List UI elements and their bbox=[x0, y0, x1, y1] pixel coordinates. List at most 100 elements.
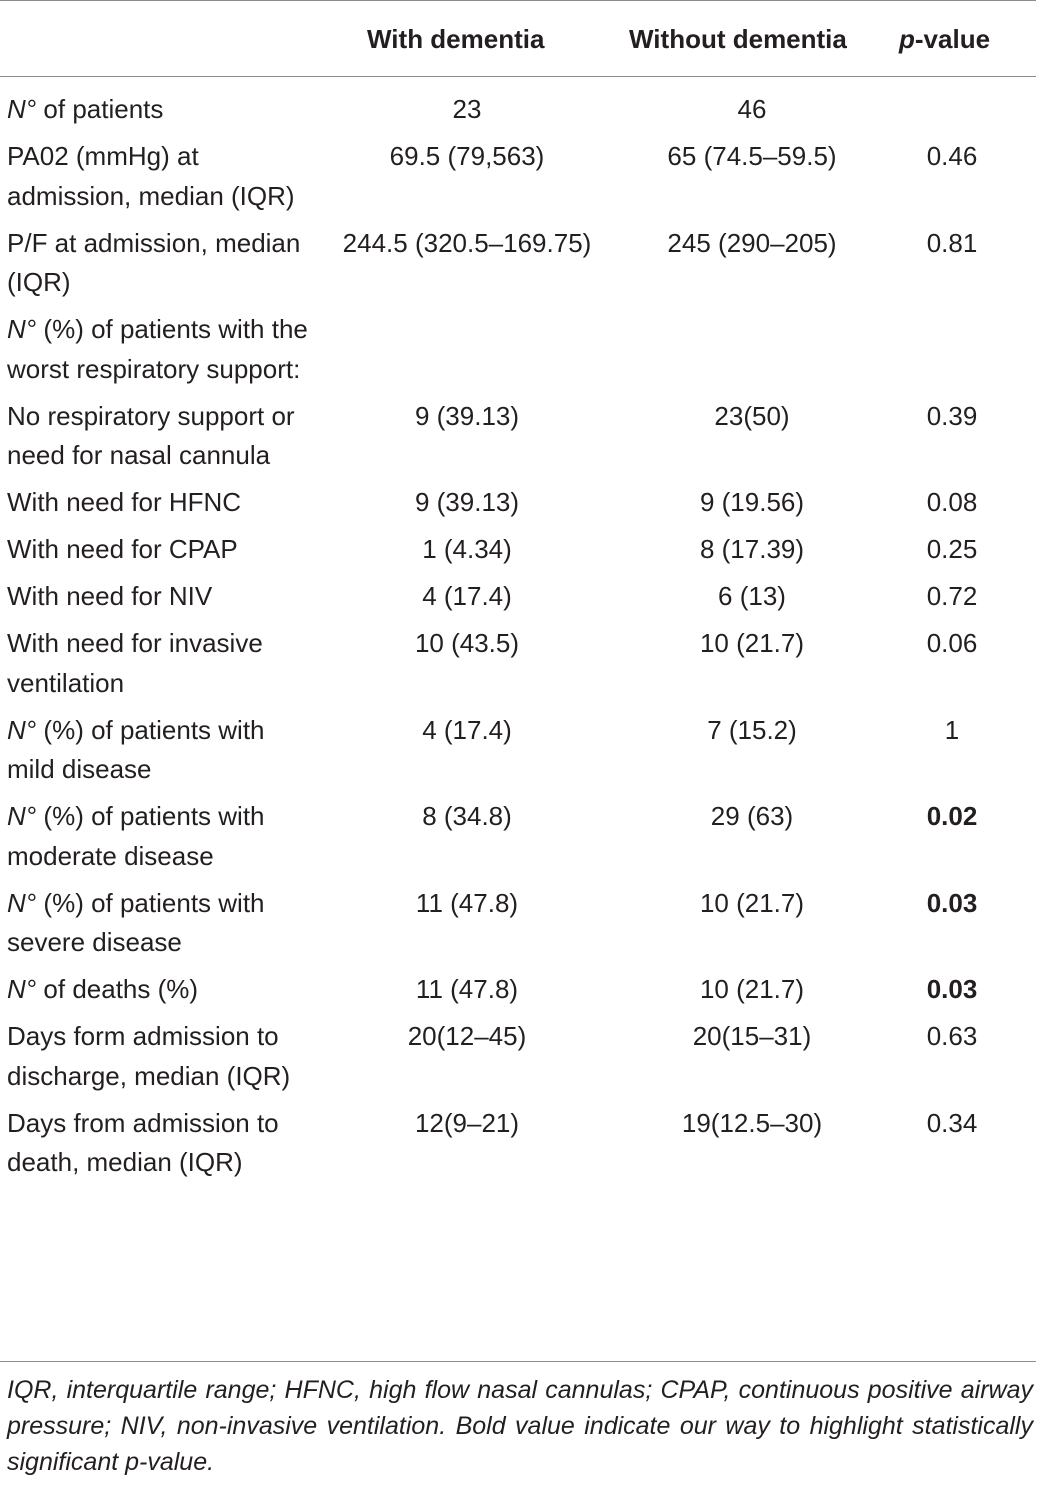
cell-p-value: 0.39 bbox=[926, 400, 978, 431]
row-label: N° (%) of patients with moderate disease bbox=[0, 797, 312, 876]
cell-without-dementia: 23(50) bbox=[714, 400, 790, 431]
row-label-text: With need for HFNC bbox=[7, 487, 242, 517]
row-label: With need for NIV bbox=[0, 577, 312, 617]
row-label-text: No respiratory support or need for nasal… bbox=[7, 400, 295, 471]
row-label-text: Days form admission to discharge, median… bbox=[7, 1021, 291, 1091]
table-row: N° (%) of patients with the worst respir… bbox=[0, 310, 1036, 389]
header-without-dementia: Without dementia bbox=[629, 24, 847, 54]
table-row: N° of deaths (%) 11 (47.8) 10 (21.7) 0.03 bbox=[0, 970, 1036, 1010]
cell-without-dementia: 8 (17.39) bbox=[699, 534, 805, 564]
row-label: N° of deaths (%) bbox=[0, 970, 312, 1010]
cell-p-value: 0.03 bbox=[926, 974, 978, 1004]
table-row: With need for invasive ventilation 10 (43… bbox=[0, 624, 1036, 703]
row-label: With need for HFNC bbox=[0, 483, 312, 523]
row-label-italic: N° bbox=[7, 314, 37, 344]
cell-p-value: 0.63 bbox=[926, 1021, 978, 1051]
cell-without-dementia: 19(12.5–30) bbox=[681, 1107, 823, 1138]
row-label: N° (%) of patients with severe disease bbox=[0, 884, 312, 963]
cell-p-value: 0.34 bbox=[926, 1107, 978, 1138]
row-label-italic: N° bbox=[7, 714, 37, 745]
row-label: N° of patients bbox=[0, 90, 312, 130]
cell-with-dementia: 4 (17.4) bbox=[422, 581, 512, 611]
cell-without-dementia: 65 (74.5–59.5) bbox=[667, 141, 837, 171]
row-label: With need for CPAP bbox=[0, 530, 312, 570]
cell-without-dementia: 46 bbox=[737, 94, 767, 124]
row-label-text: With need for NIV bbox=[7, 581, 213, 611]
row-label-text: (%) of patients with the worst respirato… bbox=[7, 314, 308, 384]
table-bottom-rule bbox=[0, 1361, 1036, 1362]
table-row: Days from admission to death, median (IQ… bbox=[0, 1104, 1036, 1183]
table-row: No respiratory support or need for nasal… bbox=[0, 397, 1036, 476]
cell-p-value: 0.02 bbox=[926, 801, 978, 831]
cell-with-dementia: 8 (34.8) bbox=[422, 801, 512, 831]
cell-with-dementia: 11 (47.8) bbox=[415, 887, 519, 918]
row-label: With need for invasive ventilation bbox=[0, 624, 312, 703]
table-row: PA02 (mmHg) at admission, median (IQR) 69… bbox=[0, 137, 1036, 216]
row-label-text: Days from admission to death, median (IQ… bbox=[7, 1107, 279, 1178]
cell-without-dementia: 6 (13) bbox=[718, 581, 786, 611]
cell-p-value: 0.81 bbox=[926, 227, 978, 258]
table-row: With need for NIV 4 (17.4) 6 (13) 0.72 bbox=[0, 577, 1036, 617]
row-label-italic: N° bbox=[7, 801, 37, 831]
cell-with-dementia: 9 (39.13) bbox=[414, 400, 520, 431]
cell-with-dementia: 23 bbox=[452, 94, 482, 124]
header-rule bbox=[0, 76, 1036, 77]
cell-with-dementia: 69.5 (79,563) bbox=[389, 141, 545, 171]
cell-with-dementia: 12(9–21) bbox=[414, 1107, 520, 1138]
cell-with-dementia: 244.5 (320.5–169.75) bbox=[342, 227, 592, 258]
header-p-value: p-value bbox=[899, 24, 990, 55]
cell-p-value: 0.03 bbox=[926, 887, 978, 918]
table-top-rule bbox=[0, 0, 1036, 1]
cell-p-value: 0.25 bbox=[926, 534, 978, 564]
row-label-text: (%) of patients with mild disease bbox=[7, 714, 265, 785]
table-row: P/F at admission, median (IQR) 244.5 (320… bbox=[0, 224, 1036, 303]
row-label: N° (%) of patients with the worst respir… bbox=[0, 310, 312, 389]
table-row: N° (%) of patients with mild disease 4 (1… bbox=[0, 711, 1036, 790]
row-label: N° (%) of patients with mild disease bbox=[0, 711, 312, 790]
row-label: Days from admission to death, median (IQ… bbox=[0, 1104, 312, 1183]
row-label: No respiratory support or need for nasal… bbox=[0, 397, 312, 476]
row-label-text: PA02 (mmHg) at admission, median (IQR) bbox=[7, 141, 295, 211]
row-label-italic: N° bbox=[7, 887, 37, 918]
cell-with-dementia: 1 (4.34) bbox=[422, 534, 512, 564]
row-label-text: of patients bbox=[36, 94, 164, 124]
cell-p-value: 0.06 bbox=[926, 628, 978, 658]
row-label-text: (%) of patients with moderate disease bbox=[7, 801, 265, 871]
header-p-rest: -value bbox=[914, 24, 991, 54]
cell-without-dementia: 7 (15.2) bbox=[707, 714, 797, 745]
cell-without-dementia: 10 (21.7) bbox=[699, 974, 805, 1004]
cell-with-dementia: 9 (39.13) bbox=[414, 487, 520, 517]
table-row: Days form admission to discharge, median… bbox=[0, 1017, 1036, 1096]
table-row: With need for CPAP 1 (4.34) 8 (17.39) 0.25 bbox=[0, 530, 1036, 570]
cell-with-dementia: 10 (43.5) bbox=[414, 628, 520, 658]
row-label: Days form admission to discharge, median… bbox=[0, 1017, 312, 1096]
header-with-dementia: With dementia bbox=[367, 24, 545, 54]
row-label-text: of deaths (%) bbox=[36, 974, 199, 1004]
row-label: P/F at admission, median (IQR) bbox=[0, 224, 312, 303]
cell-without-dementia: 29 (63) bbox=[710, 801, 794, 831]
cell-with-dementia: 20(12–45) bbox=[407, 1021, 527, 1051]
header-p-italic: p bbox=[899, 24, 915, 54]
cell-without-dementia: 20(15–31) bbox=[692, 1021, 812, 1051]
cell-with-dementia: 11 (47.8) bbox=[415, 974, 519, 1004]
cell-without-dementia: 9 (19.56) bbox=[699, 487, 805, 517]
row-label-text: (%) of patients with severe disease bbox=[7, 887, 265, 958]
table-row: N° (%) of patients with moderate disease… bbox=[0, 797, 1036, 876]
table-header: With dementia Without dementia p-value bbox=[0, 24, 1036, 58]
cell-p-value: 0.08 bbox=[926, 487, 978, 517]
row-label-text: With need for CPAP bbox=[7, 534, 238, 564]
row-label-italic: N° bbox=[7, 94, 37, 124]
row-label-italic: N° bbox=[7, 974, 37, 1004]
table-body: N° of patients 23 46 PA02 (mmHg) at admissi… bbox=[0, 90, 1036, 1190]
row-label-text: With need for invasive ventilation bbox=[7, 628, 263, 698]
row-label: PA02 (mmHg) at admission, median (IQR) bbox=[0, 137, 312, 216]
table-row: With need for HFNC 9 (39.13) 9 (19.56) 0.08 bbox=[0, 483, 1036, 523]
cell-without-dementia: 10 (21.7) bbox=[699, 887, 805, 918]
table-row: N° of patients 23 46 bbox=[0, 90, 1036, 130]
cell-p-value: 0.46 bbox=[926, 141, 978, 171]
table-footnote: IQR, interquartile range; HFNC, high flo… bbox=[7, 1376, 1033, 1476]
cell-with-dementia: 4 (17.4) bbox=[422, 714, 512, 745]
cell-without-dementia: 245 (290–205) bbox=[667, 227, 837, 258]
row-label-text: P/F at admission, median (IQR) bbox=[7, 227, 301, 298]
